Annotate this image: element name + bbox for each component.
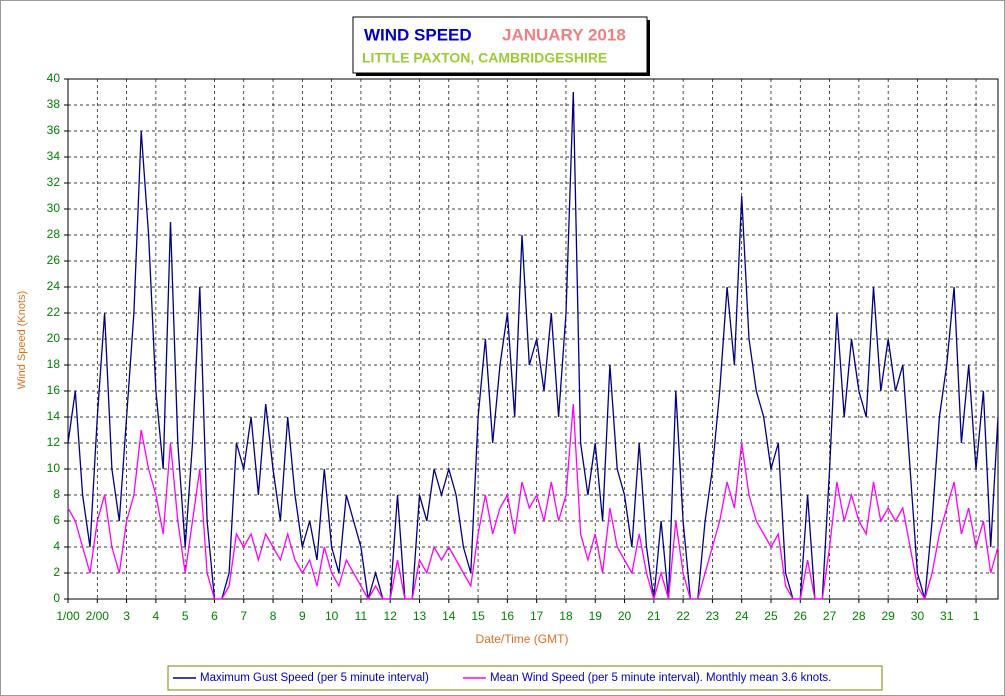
x-tick-label: 7: [240, 609, 247, 623]
x-tick-label: 8: [270, 609, 277, 623]
y-tick-label: 6: [53, 513, 60, 527]
plot-area: 02468101214161820222426283032343638401/0…: [47, 71, 999, 623]
y-tick-label: 34: [47, 149, 61, 163]
x-tick-label: 24: [735, 609, 749, 623]
legend-box: [167, 665, 883, 691]
y-tick-label: 18: [47, 357, 61, 371]
x-tick-label: 5: [182, 609, 189, 623]
x-tick-label: 22: [676, 609, 690, 623]
x-tick-label: 25: [764, 609, 778, 623]
x-tick-label: 10: [325, 609, 339, 623]
legend-label: Mean Wind Speed (per 5 minute interval).…: [490, 672, 831, 684]
x-tick-label: 29: [881, 609, 895, 623]
x-tick-label: 20: [618, 609, 632, 623]
x-tick-label: 14: [442, 609, 456, 623]
y-tick-label: 16: [47, 383, 61, 397]
x-tick-label: 4: [153, 609, 160, 623]
y-tick-label: 24: [47, 279, 61, 293]
y-tick-label: 40: [47, 71, 61, 85]
y-tick-label: 10: [47, 461, 61, 475]
x-tick-label: 15: [471, 609, 485, 623]
y-tick-label: 8: [53, 487, 60, 501]
chart-period: JANUARY 2018: [502, 25, 626, 44]
x-tick-label: 23: [706, 609, 720, 623]
series-line: [67, 91, 999, 600]
x-tick-label: 11: [355, 609, 368, 623]
x-tick-label: 17: [530, 609, 544, 623]
y-tick-label: 28: [47, 227, 61, 241]
y-tick-label: 4: [53, 539, 60, 553]
chart-title: WIND SPEED: [364, 25, 472, 44]
x-tick-label: 27: [823, 609, 837, 623]
x-tick-label: 28: [852, 609, 866, 623]
x-tick-label: 18: [559, 609, 573, 623]
x-tick-label: 9: [299, 609, 306, 623]
title-box: [352, 16, 648, 74]
y-tick-label: 30: [47, 201, 61, 215]
y-tick-label: 20: [47, 331, 61, 345]
x-tick-label: 1: [973, 609, 980, 623]
y-axis-label: Wind Speed (Knots): [16, 291, 28, 389]
x-tick-label: 1/00: [56, 609, 80, 623]
y-tick-label: 22: [47, 305, 61, 319]
x-tick-label: 6: [211, 609, 218, 623]
chart-location: LITTLE PAXTON, CAMBRIDGESHIRE: [362, 50, 607, 66]
y-tick-label: 14: [47, 409, 61, 423]
legend-label: Maximum Gust Speed (per 5 minute interva…: [200, 672, 429, 684]
x-tick-label: 12: [384, 609, 398, 623]
x-tick-label: 16: [501, 609, 515, 623]
y-tick-label: 38: [47, 97, 61, 111]
plot-border: [67, 78, 999, 600]
x-tick-label: 30: [911, 609, 925, 623]
x-tick-label: 19: [589, 609, 603, 623]
x-tick-label: 2/00: [86, 609, 110, 623]
x-tick-label: 26: [794, 609, 808, 623]
y-tick-label: 2: [53, 565, 60, 579]
x-tick-label: 3: [123, 609, 130, 623]
series-line: [67, 403, 999, 602]
y-tick-label: 0: [53, 591, 60, 605]
y-tick-label: 32: [47, 175, 61, 189]
x-tick-label: 13: [413, 609, 427, 623]
y-tick-label: 12: [47, 435, 61, 449]
x-axis-label: Date/Time (GMT): [476, 632, 569, 646]
y-tick-label: 26: [47, 253, 61, 267]
x-tick-label: 21: [647, 609, 661, 623]
x-tick-label: 31: [940, 609, 954, 623]
y-tick-label: 36: [47, 123, 61, 137]
